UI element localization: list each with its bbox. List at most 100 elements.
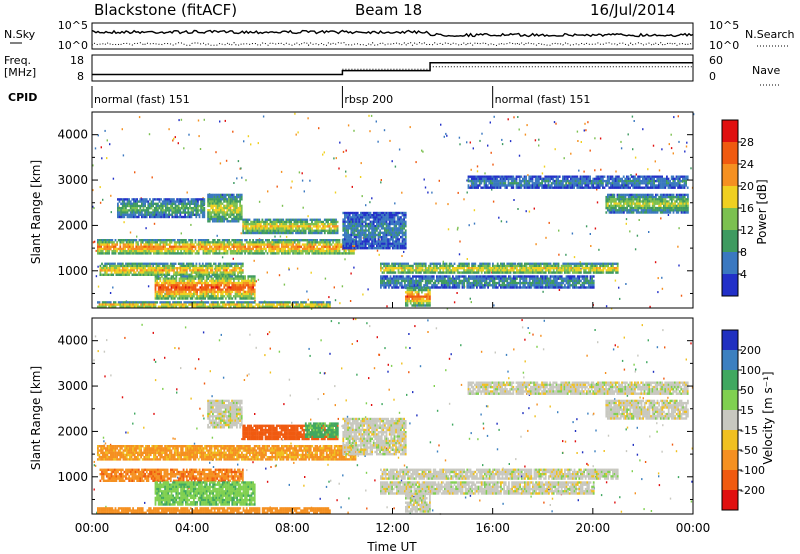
echo-pixel	[193, 292, 195, 296]
echo-pixel	[113, 267, 116, 270]
echo-pixel	[498, 267, 501, 270]
noise-pixel	[345, 170, 347, 173]
echo-pixel	[317, 243, 320, 246]
echo-pixel	[245, 225, 248, 228]
echo-pixel	[239, 297, 242, 300]
echo-pixel	[217, 297, 219, 300]
echo-pixel	[168, 267, 171, 270]
echo-pixel	[211, 269, 214, 272]
echo-pixel	[236, 290, 238, 294]
echo-pixel	[165, 264, 167, 268]
echo-pixel	[363, 247, 365, 250]
echo-pixel	[269, 301, 272, 304]
echo-pixel	[147, 209, 150, 212]
echo-pixel	[338, 241, 341, 244]
echo-pixel	[355, 247, 357, 250]
echo-pixel	[185, 269, 188, 272]
echo-pixel	[170, 305, 173, 308]
echo-pixel	[396, 238, 399, 241]
echo-pixel	[508, 264, 510, 268]
echo-pixel	[393, 222, 396, 226]
echo-pixel	[223, 303, 226, 306]
echo-pixel	[183, 292, 186, 296]
echo-pixel	[129, 250, 131, 253]
echo-pixel	[511, 264, 513, 268]
echo-pixel	[268, 243, 270, 246]
noise-pixel	[376, 249, 379, 252]
echo-pixel	[207, 250, 210, 253]
echo-pixel	[382, 242, 385, 245]
echo-pixel	[468, 262, 470, 265]
echo-pixel	[139, 273, 142, 276]
echo-pixel	[320, 231, 323, 235]
echo-pixel	[527, 262, 529, 265]
echo-pixel	[150, 207, 153, 210]
echo-pixel	[277, 231, 280, 235]
echo-pixel	[253, 252, 256, 255]
echo-pixel	[178, 247, 181, 251]
echo-pixel	[311, 239, 314, 242]
echo-pixel	[313, 247, 315, 251]
echo-pixel	[113, 245, 115, 248]
echo-pixel	[224, 264, 227, 268]
echo-pixel	[368, 216, 370, 219]
echo-pixel	[188, 301, 190, 304]
echo-pixel	[212, 279, 214, 283]
echo-pixel	[355, 218, 357, 221]
echo-pixel	[369, 238, 372, 241]
echo-pixel	[165, 303, 168, 306]
echo-pixel	[325, 218, 328, 221]
echo-pixel	[183, 279, 186, 283]
noise-pixel	[421, 149, 423, 152]
echo-pixel	[264, 223, 267, 226]
echo-pixel	[155, 198, 158, 201]
echo-pixel	[348, 218, 351, 221]
echo-pixel	[322, 239, 325, 242]
echo-pixel	[232, 200, 235, 203]
noise-pixel	[301, 172, 303, 175]
echo-pixel	[129, 211, 132, 214]
echo-pixel	[195, 269, 198, 272]
echo-pixel	[232, 211, 235, 214]
echo-pixel	[353, 250, 355, 253]
echo-pixel	[273, 252, 275, 255]
echo-pixel	[247, 301, 250, 304]
echo-pixel	[168, 271, 171, 274]
echo-pixel	[236, 213, 238, 216]
echo-pixel	[176, 215, 178, 219]
echo-pixel	[156, 252, 158, 255]
echo-pixel	[232, 262, 235, 265]
echo-pixel	[423, 264, 425, 268]
echo-pixel	[227, 262, 230, 265]
echo-pixel	[212, 247, 214, 251]
echo-pixel	[185, 295, 187, 298]
echo-pixel	[210, 295, 213, 298]
echo-pixel	[236, 200, 238, 203]
echo-pixel	[385, 220, 388, 223]
echo-pixel	[250, 227, 252, 230]
echo-pixel	[202, 245, 205, 248]
echo-pixel	[352, 211, 354, 215]
echo-pixel	[258, 243, 261, 246]
echo-pixel	[217, 241, 219, 244]
echo-pixel	[325, 252, 328, 255]
echo-pixel	[225, 252, 227, 255]
echo-pixel	[234, 277, 237, 280]
noise-pixel	[378, 253, 380, 256]
echo-pixel	[392, 231, 394, 234]
echo-pixel	[165, 301, 168, 304]
echo-pixel	[239, 198, 241, 201]
echo-pixel	[176, 211, 178, 214]
echo-pixel	[154, 303, 157, 306]
echo-pixel	[172, 295, 174, 298]
echo-pixel	[209, 252, 211, 255]
echo-pixel	[225, 245, 227, 248]
echo-pixel	[165, 262, 167, 265]
noise-pixel	[93, 207, 95, 210]
echo-pixel	[320, 227, 323, 230]
echo-pixel	[143, 252, 146, 255]
echo-pixel	[400, 227, 402, 230]
echo-pixel	[287, 305, 290, 308]
echo-pixel	[126, 215, 129, 219]
echo-pixel	[170, 275, 173, 278]
